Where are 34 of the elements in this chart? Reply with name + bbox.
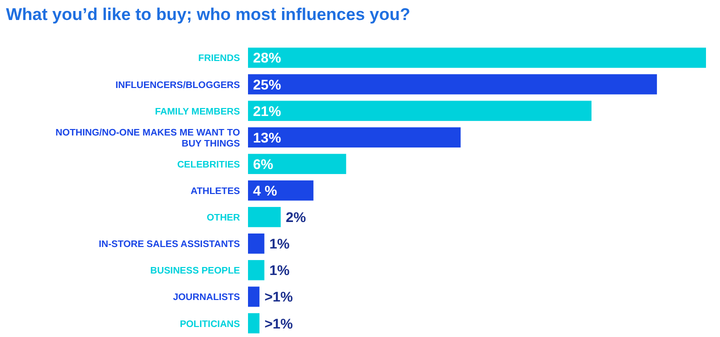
y-tick-label: INFLUENCERS/BLOGGERS [115,80,240,91]
bar [248,74,657,94]
bar [248,154,346,174]
chart-title: What you’d like to buy; who most influences you? [6,5,410,24]
data-label: 25% [253,76,282,92]
bar [248,180,314,201]
data-label: 28% [253,50,282,66]
data-label: 13% [253,129,282,146]
y-tick-label: FRIENDS [198,53,240,64]
data-label: 6% [253,156,274,172]
bar [248,313,260,334]
y-tick-label: FAMILY MEMBERS [155,106,240,118]
data-label: 21% [253,102,282,119]
y-tick-label: OTHER [206,212,240,224]
y-tick-label: NOTHING/NO-ONE MAKES ME WANT TO BUY THINGS [55,127,240,150]
bar [248,127,461,148]
y-tick-label: JOURNALISTS [172,292,240,304]
y-tick-label: ATHLETES [190,186,240,197]
data-label: 2% [286,209,306,226]
y-tick-label: IN-STORE SALES ASSISTANTS [98,239,240,250]
y-tick-label: POLITICIANS [180,318,240,330]
data-label: >1% [264,315,294,332]
data-label: 4 % [253,182,278,198]
bar [248,48,706,68]
data-label: 1% [269,262,290,278]
bar [248,286,260,307]
bar [248,100,592,121]
y-tick-label: BUSINESS PEOPLE [150,266,240,277]
bar [248,260,264,280]
y-tick-label: CELEBRITIES [177,159,240,170]
bar [248,234,264,254]
data-label: >1% [264,288,294,305]
data-label: 1% [269,236,290,252]
bar [248,206,281,228]
